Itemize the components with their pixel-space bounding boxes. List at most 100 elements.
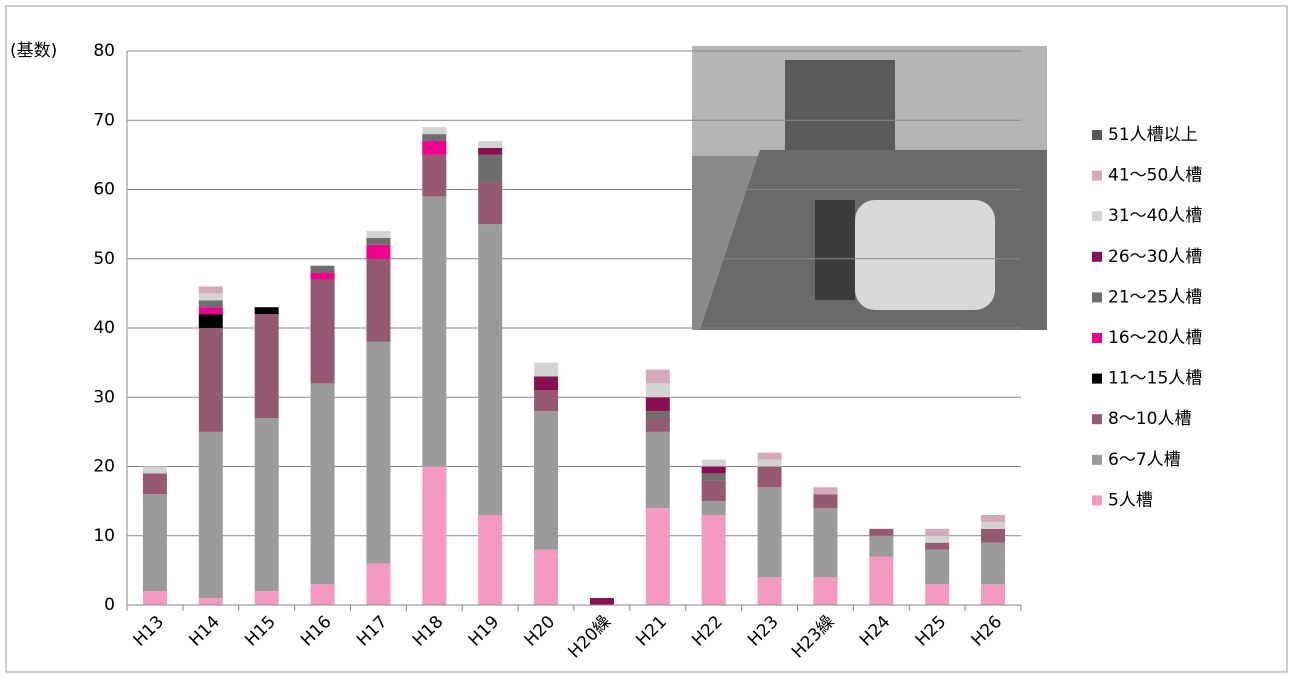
bar-segment xyxy=(646,411,670,418)
bar-segment xyxy=(478,224,502,515)
bar-segment xyxy=(255,418,279,591)
bar-segment xyxy=(366,245,390,259)
y-tick-label: 0 xyxy=(104,595,115,615)
bar-segment xyxy=(925,584,949,605)
bar-segment xyxy=(813,487,837,494)
bar-segment xyxy=(478,155,502,183)
bar-segment xyxy=(646,418,670,432)
bar-segment xyxy=(422,196,446,466)
bar-segment xyxy=(311,266,335,273)
bar-segment xyxy=(869,529,893,536)
legend-swatch xyxy=(1092,211,1102,221)
bar-segment xyxy=(758,577,782,605)
bar-segment xyxy=(925,529,949,536)
bar-segment xyxy=(925,550,949,585)
bar-segment xyxy=(534,376,558,390)
bar-segment xyxy=(758,467,782,488)
bar-segment xyxy=(534,363,558,377)
legend-label: 5人槽 xyxy=(1108,490,1153,510)
y-tick-label: 30 xyxy=(93,387,115,407)
bar-segment xyxy=(534,550,558,605)
photo xyxy=(692,46,1047,330)
bar-segment xyxy=(758,460,782,467)
bar-segment xyxy=(366,238,390,245)
y-tick-label: 40 xyxy=(93,318,115,338)
bar-segment xyxy=(422,467,446,606)
bar-segment xyxy=(478,148,502,155)
bar-segment xyxy=(702,460,726,467)
bar-segment xyxy=(143,494,167,591)
bar-segment xyxy=(199,293,223,300)
bar-segment xyxy=(534,390,558,411)
bar-segment xyxy=(366,563,390,605)
bar-segment xyxy=(311,584,335,605)
y-tick-label: 20 xyxy=(93,457,115,477)
legend-swatch xyxy=(1092,171,1102,181)
bar-segment xyxy=(366,259,390,342)
bar-segment xyxy=(311,383,335,584)
bar-segment xyxy=(199,307,223,314)
bar-segment xyxy=(702,515,726,605)
legend-swatch xyxy=(1092,414,1102,424)
bar-segment xyxy=(366,231,390,238)
bar-segment xyxy=(311,280,335,384)
bar-segment xyxy=(534,411,558,549)
bar-segment xyxy=(255,591,279,605)
bar-segment xyxy=(311,273,335,280)
bar-segment xyxy=(646,383,670,397)
bar-segment xyxy=(143,591,167,605)
bar-segment xyxy=(925,536,949,543)
bar-segment xyxy=(702,501,726,515)
bar-segment xyxy=(702,467,726,474)
bar-segment xyxy=(981,522,1005,529)
bar-segment xyxy=(758,453,782,460)
legend-swatch xyxy=(1092,292,1102,302)
legend-label: 11〜15人槽 xyxy=(1108,369,1202,389)
bar-segment xyxy=(869,557,893,605)
bar-segment xyxy=(422,155,446,197)
bar-segment xyxy=(143,467,167,474)
y-tick-label: 70 xyxy=(93,110,115,130)
bar-segment xyxy=(981,515,1005,522)
y-tick-label: 80 xyxy=(93,41,115,61)
legend-swatch xyxy=(1092,130,1102,140)
y-tick-label: 50 xyxy=(93,249,115,269)
y-axis-label: (基数) xyxy=(10,41,57,61)
legend-label: 16〜20人槽 xyxy=(1108,328,1202,348)
bar-segment xyxy=(199,598,223,605)
bar-segment xyxy=(199,432,223,598)
bar-segment xyxy=(813,494,837,508)
legend-label: 21〜25人槽 xyxy=(1108,287,1202,307)
bar-segment xyxy=(702,480,726,501)
legend-swatch xyxy=(1092,252,1102,262)
bar-segment xyxy=(366,342,390,564)
legend-label: 6〜7人槽 xyxy=(1108,450,1181,470)
bar-segment xyxy=(981,584,1005,605)
bar-segment xyxy=(869,536,893,557)
bar-segment xyxy=(590,598,614,605)
bar-segment xyxy=(813,577,837,605)
y-tick-label: 60 xyxy=(93,180,115,200)
bar-segment xyxy=(646,370,670,384)
bar-segment xyxy=(422,127,446,134)
bar-segment xyxy=(981,543,1005,585)
bar-segment xyxy=(143,473,167,494)
bar-segment xyxy=(646,397,670,411)
legend-swatch xyxy=(1092,333,1102,343)
bar-segment xyxy=(981,529,1005,543)
legend-swatch xyxy=(1092,374,1102,384)
legend-swatch xyxy=(1092,495,1102,505)
bar-segment xyxy=(199,328,223,432)
bar-segment xyxy=(422,134,446,141)
legend-label: 26〜30人槽 xyxy=(1108,247,1202,267)
bar-segment xyxy=(758,487,782,577)
bar-segment xyxy=(199,286,223,293)
legend-swatch xyxy=(1092,455,1102,465)
bar-segment xyxy=(199,314,223,328)
legend-label: 51人槽以上 xyxy=(1108,125,1198,145)
chart: (基数) 01020304050607080H13H14H15H16H17H18… xyxy=(0,0,1293,678)
bar-segment xyxy=(255,314,279,418)
legend-label: 31〜40人槽 xyxy=(1108,206,1202,226)
legend-label: 41〜50人槽 xyxy=(1108,166,1202,186)
bar-segment xyxy=(813,508,837,577)
